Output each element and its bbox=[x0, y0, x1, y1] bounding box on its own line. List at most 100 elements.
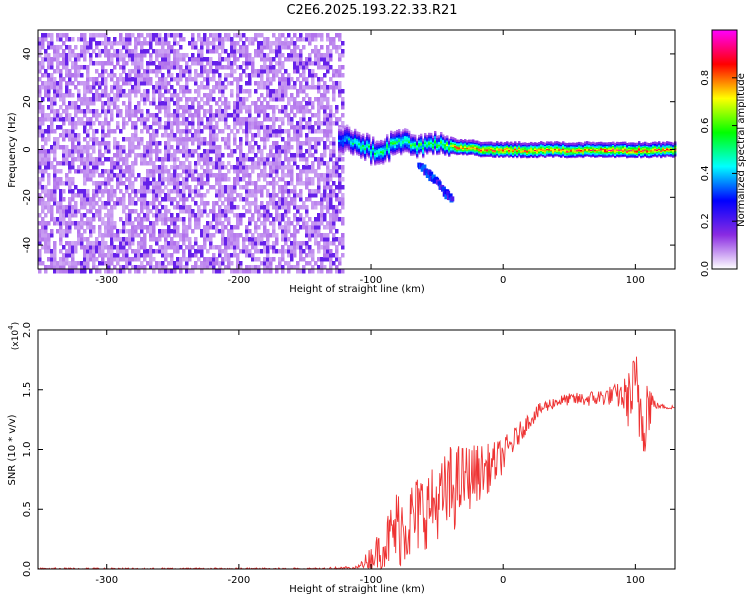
spectrogram-signal-cell bbox=[454, 145, 457, 148]
spectrogram-noise-cell bbox=[53, 97, 57, 102]
spectrogram-noise-cell bbox=[158, 217, 162, 222]
spectrogram-signal-cell bbox=[452, 137, 455, 140]
spectrogram-noise-cell bbox=[59, 117, 63, 122]
spectrogram-noise-cell bbox=[89, 249, 93, 254]
spectrogram-noise-cell bbox=[170, 213, 174, 218]
spectrogram-noise-cell bbox=[59, 85, 63, 90]
spectrogram-noise-cell bbox=[218, 245, 222, 250]
spectrogram-noise-cell bbox=[236, 217, 240, 222]
spectrogram-noise-cell bbox=[74, 53, 78, 58]
spectrogram-signal-cell bbox=[448, 150, 451, 153]
spectrogram-signal-cell bbox=[448, 138, 451, 142]
spectrogram-noise-cell bbox=[236, 81, 240, 86]
spectrogram-noise-cell bbox=[191, 41, 195, 46]
spectrogram-noise-cell bbox=[257, 165, 261, 170]
spectrogram-noise-cell bbox=[107, 121, 111, 126]
spectrogram-noise-cell bbox=[224, 225, 228, 230]
spectrogram-noise-cell bbox=[167, 33, 171, 38]
spectrogram-noise-cell bbox=[257, 265, 261, 270]
spectrogram-noise-cell bbox=[158, 93, 162, 98]
spectrogram-signal-cell bbox=[372, 136, 375, 139]
spectrogram-noise-cell bbox=[266, 69, 270, 74]
spectrogram-signal-cell bbox=[446, 139, 449, 142]
spectrogram-noise-cell bbox=[197, 173, 201, 178]
spectrogram-noise-cell bbox=[38, 161, 42, 166]
spectrogram-noise-cell bbox=[158, 165, 162, 170]
spectrogram-noise-cell bbox=[95, 33, 99, 38]
spectrogram-noise-cell bbox=[62, 41, 66, 46]
spectrogram-noise-cell bbox=[269, 105, 273, 110]
spectrogram-noise-cell bbox=[320, 197, 324, 202]
spectrogram-signal-cell bbox=[394, 150, 397, 154]
spectrogram-noise-cell bbox=[299, 241, 303, 246]
spectrogram-signal-cell bbox=[388, 147, 391, 150]
spectrogram-noise-cell bbox=[323, 89, 327, 94]
spectrogram-noise-cell bbox=[221, 161, 225, 166]
spectrogram-noise-cell bbox=[299, 109, 303, 114]
spectrogram-noise-cell bbox=[269, 65, 273, 70]
spectrogram-noise-cell bbox=[125, 161, 129, 166]
spectrogram-noise-cell bbox=[185, 81, 189, 86]
spectrogram-noise-cell bbox=[179, 209, 183, 214]
spectrogram-noise-cell bbox=[77, 89, 81, 94]
spectrogram-noise-cell bbox=[287, 205, 291, 210]
spectrogram-noise-cell bbox=[224, 189, 228, 194]
spectrogram-noise-cell bbox=[59, 105, 63, 110]
spectrogram-noise-cell bbox=[116, 165, 120, 170]
spectrogram-noise-cell bbox=[167, 137, 171, 142]
spectrogram-signal-cell bbox=[370, 154, 373, 157]
spectrogram-noise-cell bbox=[131, 113, 135, 118]
spectrogram-noise-cell bbox=[272, 117, 276, 122]
spectrogram-signal-cell bbox=[412, 153, 415, 156]
spectrogram-noise-cell bbox=[296, 265, 300, 270]
spectrogram-tail-cell bbox=[437, 181, 442, 187]
spectrogram-noise-cell bbox=[236, 173, 240, 178]
spectrogram-noise-cell bbox=[224, 245, 228, 250]
spectrogram-signal-cell bbox=[354, 136, 357, 139]
spectrogram-noise-cell bbox=[302, 217, 306, 222]
spectrogram-noise-cell bbox=[341, 205, 345, 210]
spectrogram-noise-cell bbox=[152, 93, 156, 98]
spectrogram-noise-cell bbox=[326, 269, 330, 274]
spectrogram-noise-cell bbox=[185, 225, 189, 230]
spectrogram-noise-cell bbox=[236, 213, 240, 218]
spectrogram-noise-cell bbox=[47, 265, 51, 270]
spectrogram-signal-cell bbox=[354, 132, 357, 135]
spectrogram-noise-cell bbox=[140, 65, 144, 70]
spectrogram-noise-cell bbox=[146, 249, 150, 254]
spectrogram-noise-cell bbox=[92, 173, 96, 178]
spectrogram-noise-cell bbox=[209, 93, 213, 98]
spectrogram-noise-cell bbox=[44, 233, 48, 238]
spectrogram-noise-cell bbox=[38, 101, 42, 106]
spectrogram-noise-cell bbox=[95, 137, 99, 142]
spectrogram-noise-cell bbox=[266, 157, 270, 162]
spectrogram-signal-cell bbox=[420, 136, 423, 139]
spectrogram-noise-cell bbox=[251, 253, 255, 258]
spectrogram-noise-cell bbox=[164, 245, 168, 250]
spectrogram-noise-cell bbox=[329, 261, 333, 266]
spectrogram-noise-cell bbox=[116, 85, 120, 90]
spectrogram-noise-cell bbox=[203, 157, 207, 162]
spectrogram-signal-cell bbox=[432, 135, 435, 138]
spectrogram-noise-cell bbox=[206, 229, 210, 234]
spectrogram-noise-cell bbox=[158, 65, 162, 70]
spectrogram-noise-cell bbox=[263, 117, 267, 122]
spectrogram-signal-cell bbox=[392, 135, 395, 138]
spectrogram-noise-cell bbox=[314, 237, 318, 242]
spectrogram-noise-cell bbox=[317, 61, 321, 66]
spectrogram-noise-cell bbox=[77, 117, 81, 122]
spectrogram-noise-cell bbox=[245, 237, 249, 242]
spectrogram-signal-cell bbox=[380, 145, 383, 148]
spectrogram-noise-cell bbox=[248, 229, 252, 234]
spectrogram-noise-cell bbox=[77, 69, 81, 74]
spectrogram-noise-cell bbox=[140, 185, 144, 190]
spectrogram-signal-cell bbox=[382, 146, 385, 149]
spectrogram-signal-cell bbox=[402, 141, 405, 145]
spectrogram-noise-cell bbox=[290, 93, 294, 98]
spectrogram-noise-cell bbox=[152, 37, 156, 42]
spectrogram-signal-cell bbox=[362, 142, 365, 145]
spectrogram-noise-cell bbox=[194, 253, 198, 258]
spectrogram-noise-cell bbox=[44, 53, 48, 58]
spectrogram-noise-cell bbox=[203, 181, 207, 186]
spectrogram-noise-cell bbox=[116, 149, 120, 154]
